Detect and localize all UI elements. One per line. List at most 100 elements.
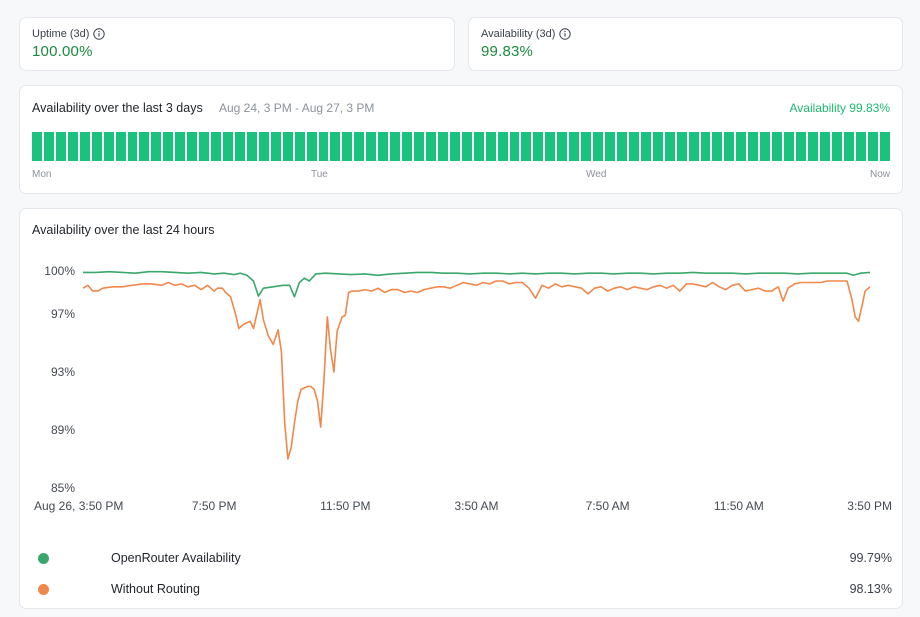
availability-hour-bar[interactable]: [784, 132, 794, 161]
availability-hour-bar[interactable]: [748, 132, 759, 161]
uptime-value: 100.00%: [32, 43, 93, 60]
availability-hour-bar[interactable]: [258, 132, 269, 161]
availability-hour-bar[interactable]: [425, 132, 436, 161]
uptime-label-row: Uptime (3d): [32, 28, 106, 40]
availability-hour-bar[interactable]: [306, 132, 317, 161]
availability-hour-bar[interactable]: [294, 132, 305, 161]
availability-hour-bar[interactable]: [557, 132, 568, 161]
availability-hour-bar[interactable]: [354, 132, 365, 161]
availability-hour-bar[interactable]: [342, 132, 353, 161]
availability-hour-bar[interactable]: [867, 132, 878, 161]
availability-hour-bar[interactable]: [414, 132, 424, 161]
day-label-mon: Mon: [32, 169, 52, 180]
availability-hour-bar[interactable]: [211, 132, 221, 161]
series-line-without-routing: [82, 280, 871, 460]
availability-hour-bar[interactable]: [760, 132, 771, 161]
availability-hour-bar[interactable]: [127, 132, 138, 161]
availability-hour-bar[interactable]: [843, 132, 854, 161]
availability-hour-bar[interactable]: [32, 132, 42, 161]
availability-hour-bar[interactable]: [545, 132, 556, 161]
availability-hour-bar[interactable]: [700, 132, 711, 161]
availability-hour-bar[interactable]: [223, 132, 233, 161]
availability-hour-bar[interactable]: [640, 132, 651, 161]
availability-hour-bar[interactable]: [533, 132, 544, 161]
availability-hour-bar[interactable]: [330, 132, 341, 161]
uptime-label: Uptime (3d): [32, 28, 90, 40]
availability-hour-bar[interactable]: [461, 132, 472, 161]
availability-hour-bar[interactable]: [55, 132, 66, 161]
availability-hour-bar[interactable]: [593, 132, 603, 161]
availability-hour-bar[interactable]: [234, 132, 245, 161]
availability-hour-bar[interactable]: [43, 132, 54, 161]
availability-hour-bar[interactable]: [652, 132, 663, 161]
y-tick-label: 85%: [51, 481, 75, 495]
availability-hour-bar[interactable]: [485, 132, 496, 161]
x-tick-label: Aug 26, 3:50 PM: [34, 499, 123, 513]
availability-hour-bar[interactable]: [318, 132, 329, 161]
availability-hour-bar[interactable]: [712, 132, 723, 161]
availability-hour-bar[interactable]: [509, 132, 520, 161]
availability-hour-bar[interactable]: [437, 132, 448, 161]
availability-hour-bar[interactable]: [282, 132, 293, 161]
availability-hour-bar[interactable]: [497, 132, 508, 161]
availability-label-row: Availability (3d): [481, 28, 572, 40]
availability-hour-bar[interactable]: [199, 132, 210, 161]
availability-hour-bar[interactable]: [163, 132, 174, 161]
availability-hour-bar[interactable]: [115, 132, 126, 161]
legend-value-without-routing: 98.13%: [849, 582, 892, 596]
availability-hour-bar[interactable]: [796, 132, 806, 161]
availability-hour-bar[interactable]: [581, 132, 592, 161]
availability-hour-bar[interactable]: [270, 132, 281, 161]
x-tick-label: 3:50 PM: [847, 499, 892, 513]
availability-hour-bar[interactable]: [772, 132, 783, 161]
x-tick-label: 3:50 AM: [454, 499, 498, 513]
availability-hour-bar[interactable]: [605, 132, 615, 161]
availability-hour-bar[interactable]: [151, 132, 162, 161]
availability-hour-bar[interactable]: [187, 132, 198, 161]
availability-hour-bar[interactable]: [628, 132, 639, 161]
series-line-openrouter: [83, 270, 871, 298]
availability-hour-bar[interactable]: [676, 132, 687, 161]
day-label-now: Now: [869, 169, 890, 180]
availability-hour-bar[interactable]: [378, 132, 389, 161]
availability-value: 99.83%: [481, 43, 534, 60]
info-icon[interactable]: [559, 28, 572, 40]
availability-hour-bar[interactable]: [616, 132, 627, 161]
availability-hour-bar[interactable]: [521, 132, 532, 161]
availability-hour-bar[interactable]: [688, 132, 699, 161]
availability-hour-bar[interactable]: [402, 132, 412, 161]
x-tick-label: 11:50 AM: [714, 499, 764, 513]
availability-hour-bar[interactable]: [366, 132, 377, 161]
availability-3d-title: Availability over the last 3 days: [32, 101, 203, 115]
availability-24h-card: Availability over the last 24 hours 100%…: [19, 208, 903, 609]
availability-hour-bar[interactable]: [879, 132, 890, 161]
y-tick-label: 93%: [51, 365, 75, 379]
availability-hour-bar[interactable]: [79, 132, 90, 161]
info-icon[interactable]: [93, 28, 106, 40]
y-tick-label: 89%: [51, 423, 75, 437]
availability-hour-bar[interactable]: [736, 132, 747, 161]
availability-hour-bar[interactable]: [139, 132, 150, 161]
availability-hour-bar[interactable]: [664, 132, 675, 161]
availability-3d-card: Availability over the last 3 days Aug 24…: [19, 85, 903, 194]
availability-hour-bar[interactable]: [807, 132, 818, 161]
availability-hour-bar[interactable]: [91, 132, 102, 161]
legend-item-openrouter[interactable]: OpenRouter Availability 99.79%: [20, 549, 904, 569]
availability-hour-bar[interactable]: [246, 132, 257, 161]
availability-hour-bar[interactable]: [390, 132, 401, 161]
availability-hour-bar[interactable]: [103, 132, 114, 161]
availability-hour-bar[interactable]: [831, 132, 842, 161]
y-tick-label: 100%: [44, 264, 75, 278]
availability-hour-bar[interactable]: [473, 132, 484, 161]
legend-name-without-routing: Without Routing: [111, 582, 200, 596]
availability-hour-bar[interactable]: [175, 132, 186, 161]
legend-item-without-routing[interactable]: Without Routing 98.13%: [20, 580, 904, 600]
availability-hour-bar[interactable]: [449, 132, 460, 161]
availability-hour-bar[interactable]: [855, 132, 866, 161]
availability-hour-bar[interactable]: [819, 132, 830, 161]
availability-hour-bar[interactable]: [569, 132, 580, 161]
availability-hour-bar[interactable]: [724, 132, 735, 161]
legend-name-openrouter: OpenRouter Availability: [111, 551, 241, 565]
availability-hour-bar[interactable]: [67, 132, 78, 161]
availability-3d-summary: Availability 99.83%: [789, 101, 890, 115]
